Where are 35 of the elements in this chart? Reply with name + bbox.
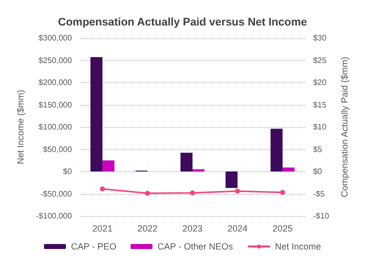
y-tick-label: $300,000 bbox=[38, 34, 72, 42]
y-tick-label: -$100,000 bbox=[36, 212, 72, 220]
y-tick-label: $200,000 bbox=[38, 78, 72, 87]
bar bbox=[282, 167, 295, 172]
x-tick-label: 2025 bbox=[272, 224, 293, 234]
legend-label: CAP - Other NEOs bbox=[157, 242, 234, 252]
legend-label: CAP - PEO bbox=[70, 242, 116, 252]
y-tick-label: $50,000 bbox=[43, 144, 72, 154]
bar bbox=[270, 128, 283, 172]
bar bbox=[226, 172, 238, 188]
y-axis-title: Net Income ($mm) bbox=[16, 90, 26, 164]
y2-tick-label: $0 bbox=[313, 167, 323, 176]
y-tick-label: -$50,000 bbox=[40, 189, 72, 198]
y2-tick-label: $10 bbox=[313, 122, 327, 132]
y-tick-label: $150,000 bbox=[38, 100, 72, 110]
y2-tick-label: $15 bbox=[313, 100, 327, 110]
y2-tick-label: $30 bbox=[313, 34, 327, 42]
y2-tick-label: $20 bbox=[313, 78, 327, 87]
y-tick-label: $250,000 bbox=[38, 56, 72, 65]
y-tick-label: $0 bbox=[63, 167, 72, 176]
x-tick-label: 2021 bbox=[92, 224, 112, 234]
x-tick-label: 2022 bbox=[137, 224, 158, 234]
bar bbox=[90, 57, 102, 172]
y2-tick-label: $25 bbox=[313, 56, 327, 65]
y2-tick-label: -$10 bbox=[313, 212, 330, 220]
y2-axis-title: Compensation Actually Paid ($mm) bbox=[340, 56, 350, 198]
y2-tick-label: -$5 bbox=[313, 189, 326, 198]
legend-label: Net Income bbox=[275, 242, 322, 252]
bar bbox=[102, 160, 114, 172]
x-tick-label: 2024 bbox=[228, 224, 248, 234]
x-tick-label: 2023 bbox=[182, 224, 203, 234]
y2-tick-label: $5 bbox=[313, 144, 323, 154]
chart-title: Compensation Actually Paid versus Net Income bbox=[58, 16, 307, 28]
bar bbox=[180, 152, 193, 172]
y-tick-label: $100,000 bbox=[38, 122, 72, 132]
